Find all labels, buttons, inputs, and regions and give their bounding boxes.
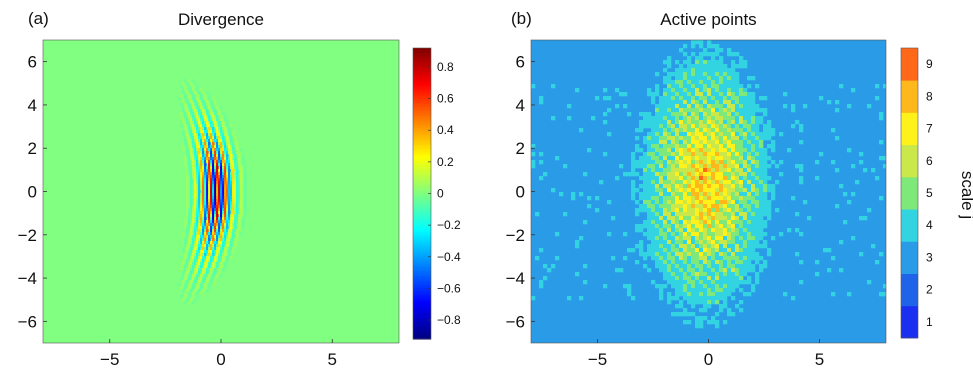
colorbar-tick-label: 0.4 <box>437 123 454 137</box>
chart-title: Divergence <box>178 10 264 29</box>
colorbar-tick-label: 2 <box>926 283 933 297</box>
y-tick-label: 2 <box>28 139 37 158</box>
y-tick-label: 4 <box>516 96 525 115</box>
x-tick-label: 0 <box>216 350 225 369</box>
x-tick-label: 5 <box>328 350 337 369</box>
y-tick-label: −2 <box>506 226 525 245</box>
colorbar-label: scale j <box>958 171 973 219</box>
colorbar-tick-label: −0.6 <box>437 281 461 295</box>
y-tick-label: 6 <box>28 53 37 72</box>
y-tick-label: −4 <box>506 269 525 288</box>
y-tick-label: −4 <box>18 269 37 288</box>
colorbar-tick-label: 1 <box>926 315 933 329</box>
y-tick-label: 2 <box>516 139 525 158</box>
colorbar-tick-label: 6 <box>926 154 933 168</box>
colorbar-tick-label: −0.8 <box>437 313 461 327</box>
colorbar-tick-label: 5 <box>926 186 933 200</box>
y-tick-label: 4 <box>28 96 37 115</box>
colorbar-tick-label: 0.6 <box>437 92 454 106</box>
x-tick-label: 5 <box>815 350 824 369</box>
panel-divergence: (a) Divergence−5 0 56420−2−4−60.80.60.40.20… <box>18 9 461 369</box>
y-tick-label: −6 <box>18 312 37 331</box>
panel-active-points: (b) Active points −5 0 5 6 4 2 0 −2 −4 −6 1 2 3 4 5 6 7 8 9 s… <box>506 9 973 369</box>
colorbar-tick-label: 9 <box>926 57 933 71</box>
y-tick-label: −6 <box>506 312 525 331</box>
y-tick-label: 0 <box>516 183 525 202</box>
colorbar-tick-label: 0.2 <box>437 155 454 169</box>
colorbar-tick-label: 7 <box>926 122 933 136</box>
colorbar-tick-label: −0.2 <box>437 218 461 232</box>
colorbar-tick-label: 0.8 <box>437 60 454 74</box>
colorbar-tick-label: 3 <box>926 250 933 264</box>
y-tick-label: 6 <box>516 53 525 72</box>
colorbar-tick-label: 8 <box>926 89 933 103</box>
x-tick-label: −5 <box>588 350 607 369</box>
y-tick-label: 0 <box>28 183 37 202</box>
heatmap-area <box>43 40 399 343</box>
colorbar-tick-label: −0.4 <box>437 250 461 264</box>
x-tick-label: −5 <box>100 350 119 369</box>
panel-label: (a) <box>28 9 49 28</box>
colorbar-tick-label: 0 <box>437 187 444 201</box>
heatmap-area <box>531 40 886 343</box>
panel-label: (b) <box>511 9 532 28</box>
y-tick-label: −2 <box>18 226 37 245</box>
colorbar-tick-label: 4 <box>926 218 933 232</box>
colorbar: 1 2 3 4 5 6 7 8 9 scale j <box>900 47 973 339</box>
x-tick-label: 0 <box>704 350 713 369</box>
colorbar: 0.8 0.6 0.4 0.2 0 −0.2 −0.4 −0.6 −0.8 <box>412 47 461 340</box>
chart-title: Active points <box>660 10 756 29</box>
